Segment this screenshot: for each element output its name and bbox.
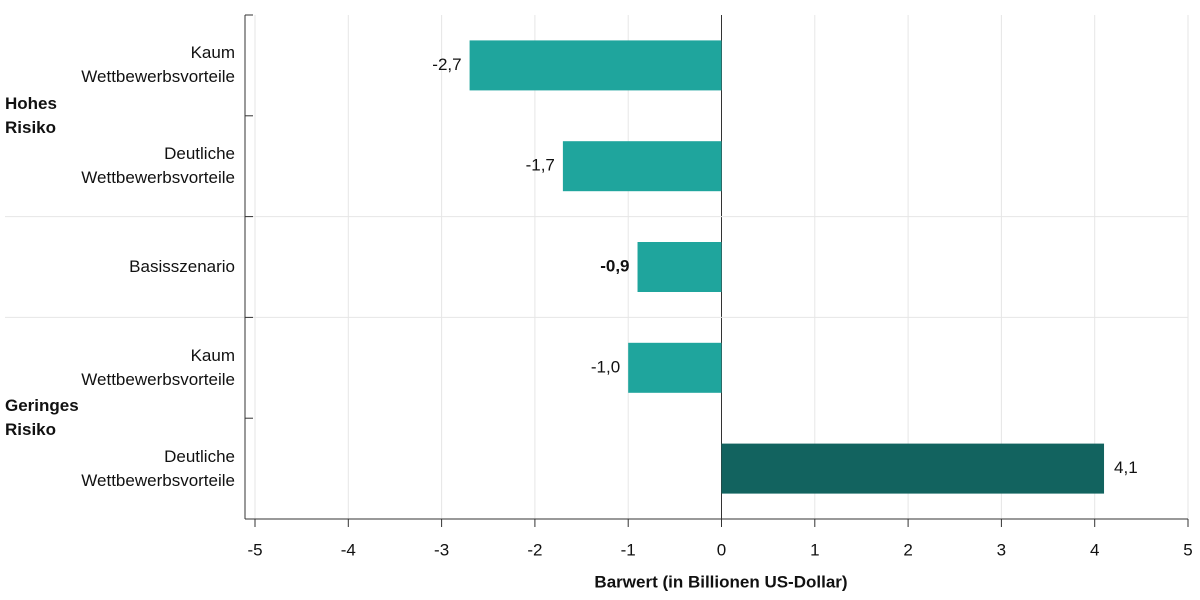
x-tick-label: 2 <box>903 540 912 559</box>
x-tick-label: -5 <box>247 540 262 559</box>
category-label: Deutliche Wettbewerbsvorteile <box>81 446 235 490</box>
x-tick-label: 3 <box>997 540 1006 559</box>
x-tick-label: 5 <box>1183 540 1192 559</box>
x-tick-label: -2 <box>527 540 542 559</box>
x-tick-label: -3 <box>434 540 449 559</box>
bar <box>469 40 722 91</box>
category-label: Kaum Wettbewerbsvorteile <box>81 43 235 87</box>
value-label: -0,9 <box>600 256 629 275</box>
group-label: Geringes Risiko <box>5 396 79 440</box>
bar <box>637 242 722 292</box>
bar <box>628 342 722 393</box>
category-label: Kaum Wettbewerbsvorteile <box>81 345 235 389</box>
x-tick-label: 4 <box>1090 540 1099 559</box>
x-axis-title: Barwert (in Billionen US-Dollar) <box>594 572 847 591</box>
value-label: -1,0 <box>591 357 620 376</box>
group-label: Hohes Risiko <box>5 93 57 137</box>
x-tick-label: -1 <box>621 540 636 559</box>
bar <box>562 141 722 192</box>
x-tick-label: 1 <box>810 540 819 559</box>
value-label: -2,7 <box>432 55 461 74</box>
bar <box>721 443 1105 494</box>
x-tick-label: -4 <box>341 540 356 559</box>
category-label: Basisszenario <box>129 257 235 276</box>
category-label: Deutliche Wettbewerbsvorteile <box>81 144 235 188</box>
x-tick-label: 0 <box>717 540 726 559</box>
value-label: -1,7 <box>526 156 555 175</box>
value-label: 4,1 <box>1114 458 1138 477</box>
